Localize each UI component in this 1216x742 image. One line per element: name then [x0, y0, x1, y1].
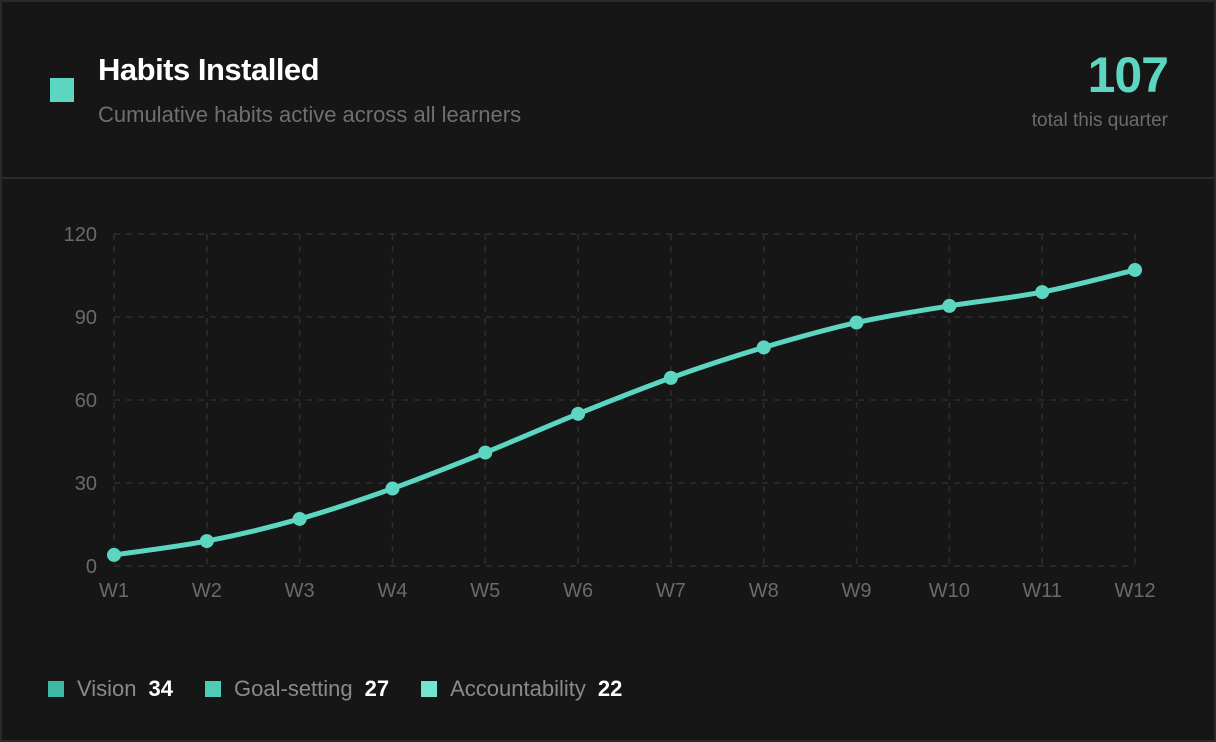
legend-label: Accountability: [450, 676, 586, 701]
chart-grid: [113, 233, 1136, 567]
legend-value: 27: [364, 676, 390, 701]
legend-item-goal-setting: Goal-setting 27: [205, 676, 389, 702]
legend: Vision 34 Goal-setting 27 Accountability…: [48, 676, 654, 702]
data-point-w1[interactable]: [107, 547, 121, 562]
x-tick-label: W2: [192, 580, 222, 602]
legend-label: Goal-setting: [234, 676, 353, 701]
chart-subtitle: Cumulative habits active across all lear…: [98, 102, 522, 127]
x-tick-label: W12: [1114, 580, 1155, 602]
card-header: Habits Installed Cumulative habits activ…: [2, 2, 1214, 179]
legend-swatch-icon: [205, 681, 222, 697]
legend-item-accountability: Accountability 22: [421, 676, 622, 702]
title-swatch-icon: [50, 78, 74, 102]
legend-item-vision: Vision 34: [48, 676, 173, 702]
x-tick-label: W11: [1022, 580, 1062, 602]
total-label: total this quarter: [1031, 110, 1168, 131]
x-tick-label: W7: [656, 580, 686, 602]
data-point-w3[interactable]: [292, 511, 307, 526]
data-point-w11[interactable]: [1035, 285, 1050, 300]
y-tick-label: 120: [64, 224, 97, 246]
y-axis-ticks: 0 30 60 90 120: [64, 224, 97, 578]
x-tick-label: W9: [842, 580, 872, 602]
chart-title: Habits Installed: [98, 52, 320, 87]
data-point-w5[interactable]: [478, 445, 493, 460]
data-point-w10[interactable]: [942, 298, 957, 313]
x-tick-label: W3: [285, 580, 315, 602]
data-point-w8[interactable]: [756, 340, 771, 355]
x-axis-ticks: W1 W2 W3 W4 W5 W6 W7 W8 W9 W10 W11 W12: [99, 580, 1156, 602]
y-tick-label: 60: [75, 390, 97, 412]
data-point-w4[interactable]: [385, 481, 400, 496]
data-point-w12[interactable]: [1128, 262, 1142, 277]
data-point-w2[interactable]: [199, 534, 214, 549]
x-tick-label: W5: [470, 580, 500, 602]
y-tick-label: 90: [75, 307, 97, 329]
x-tick-label: W8: [749, 580, 779, 602]
legend-value: 22: [597, 676, 623, 701]
data-point-w6[interactable]: [571, 406, 586, 421]
x-tick-label: W4: [377, 580, 407, 602]
x-tick-label: W1: [99, 580, 129, 602]
x-tick-label: W10: [929, 580, 970, 602]
data-point-w7[interactable]: [663, 370, 678, 385]
total-value: 107: [1087, 47, 1169, 103]
legend-swatch-icon: [48, 681, 64, 697]
series-line: [111, 267, 1138, 558]
data-point-w9[interactable]: [849, 315, 864, 330]
legend-swatch-icon: [421, 681, 438, 697]
series-points: [107, 262, 1142, 562]
legend-value: 34: [148, 676, 174, 701]
x-tick-label: W6: [563, 580, 593, 602]
legend-label: Vision: [77, 676, 137, 701]
y-tick-label: 0: [86, 556, 97, 578]
y-tick-label: 30: [75, 473, 97, 495]
